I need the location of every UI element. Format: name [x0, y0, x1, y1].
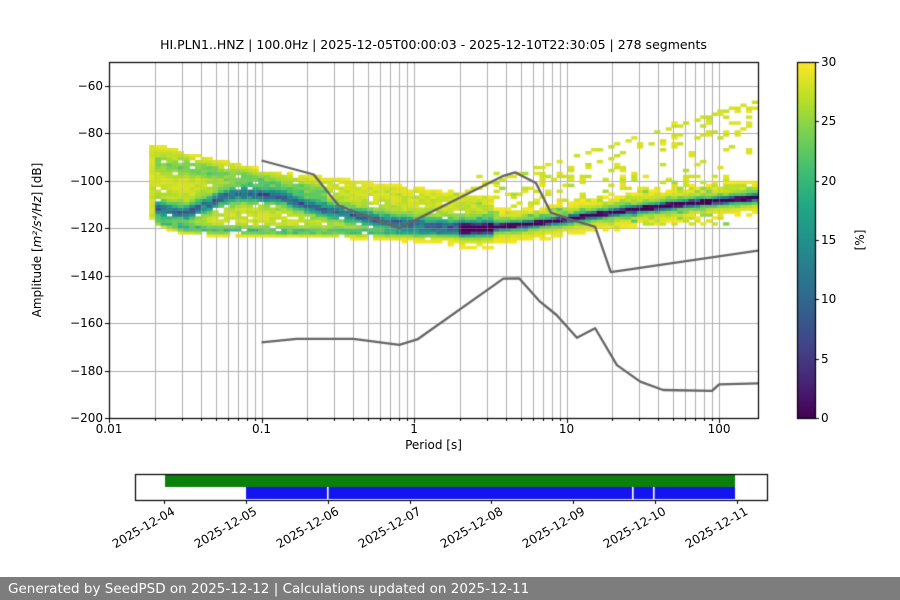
x-tick-label: 100: [707, 422, 731, 436]
status-bar: Generated by SeedPSD on 2025-12-12 | Cal…: [0, 577, 900, 600]
status-text: Generated by SeedPSD on 2025-12-12 | Cal…: [8, 580, 530, 597]
y-tick-label: −180: [70, 363, 103, 378]
y-tick-label: −160: [70, 316, 103, 331]
x-tick-label: 1: [410, 422, 418, 436]
colorbar-tick-label: 25: [821, 114, 837, 129]
x-tick-label: 10: [558, 422, 575, 436]
y-tick-label: −100: [70, 173, 103, 188]
x-tick-label: 0.01: [95, 422, 123, 436]
colorbar-tick-label: 5: [821, 351, 829, 366]
colorbar-label: [%]: [853, 229, 867, 251]
colorbar-tick-label: 30: [821, 55, 837, 69]
y-tick-label: −60: [77, 78, 103, 93]
x-tick-label: 0.1: [251, 422, 272, 436]
colorbar-tick-label: 15: [821, 233, 837, 247]
y-tick-label: −140: [70, 268, 103, 283]
colorbar-tick-label: 10: [821, 292, 837, 307]
y-tick-label: −80: [77, 126, 103, 141]
x-axis-label: Period [s]: [405, 438, 462, 452]
y-axis-label-prefix: Amplitude [: [30, 247, 44, 318]
colorbar-tick-label: 0: [821, 411, 829, 425]
plot-title: HI.PLN1..HNZ | 100.0Hz | 2025-12-05T00:0…: [160, 37, 707, 52]
colorbar-tick-label: 20: [821, 173, 837, 188]
y-tick-label: −120: [70, 221, 103, 236]
y-tick-label: −200: [70, 411, 103, 425]
